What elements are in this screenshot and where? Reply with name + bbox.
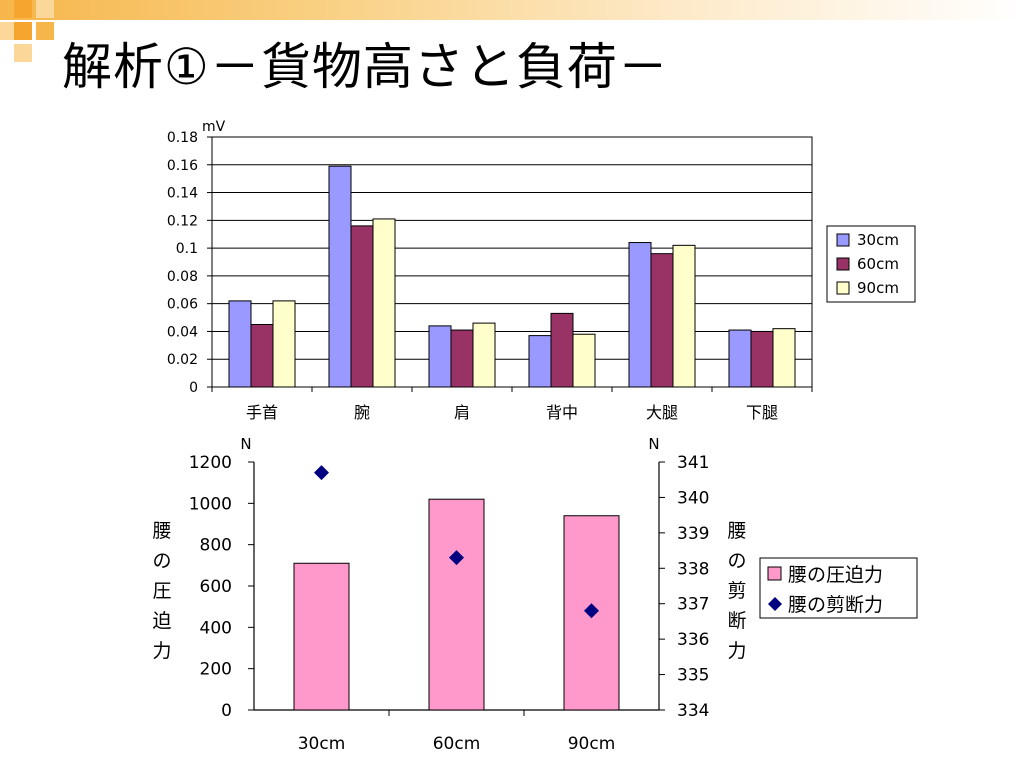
bar [472, 322, 496, 388]
left-unit-label: N [240, 435, 251, 453]
x-tick-label: 90cm [568, 734, 616, 754]
scatter-point [584, 603, 599, 619]
x-tick-label: 60cm [433, 734, 481, 754]
legend-swatch [767, 566, 782, 581]
y-tick-label: 0 [189, 380, 198, 396]
legend-label: 30cm [857, 231, 899, 249]
scatter-point [314, 465, 329, 481]
y-tick-label: 0.06 [167, 297, 198, 313]
legend-swatch [836, 281, 850, 295]
y-tick-label: 0.04 [167, 324, 198, 340]
y-tick-label: 0.1 [176, 241, 198, 257]
right-tick-label: 334 [677, 701, 709, 721]
decor-square [36, 22, 54, 40]
right-tick-label: 337 [677, 595, 709, 615]
decor-square [14, 22, 32, 40]
right-tick-label: 339 [677, 524, 709, 544]
right-axis-title: 腰の剪断力 [727, 520, 746, 662]
y-tick-label: 0.18 [167, 130, 198, 146]
legend-marker [768, 597, 782, 611]
legend-label: 腰の剪断力 [788, 594, 883, 616]
bar [672, 244, 696, 388]
y-tick-label: 0.16 [167, 158, 198, 174]
left-tick-label: 0 [221, 701, 232, 721]
legend-label: 90cm [857, 279, 899, 297]
y-tick-label: 0.14 [167, 186, 198, 202]
bar [428, 498, 485, 711]
left-tick-label: 1200 [189, 453, 232, 473]
legend-swatch [836, 257, 850, 271]
bar [772, 328, 796, 388]
x-tick-label: 下腿 [746, 403, 778, 422]
left-axis-title: 腰の圧迫力 [152, 520, 171, 662]
right-tick-label: 338 [677, 559, 709, 579]
top-gradient-band [0, 0, 1024, 20]
left-tick-label: 800 [200, 536, 232, 556]
legend-swatch [836, 233, 850, 247]
x-tick-label: 背中 [546, 403, 578, 422]
x-tick-label: 手首 [246, 403, 278, 422]
x-tick-label: 肩 [454, 403, 470, 422]
decor-square [14, 0, 32, 18]
decor-square [14, 44, 32, 62]
right-tick-label: 340 [677, 488, 709, 508]
legend-label: 腰の圧迫力 [788, 564, 883, 586]
bar [293, 562, 350, 711]
left-tick-label: 1000 [189, 494, 232, 514]
scatter-point [449, 550, 464, 566]
legend-label: 60cm [857, 255, 899, 273]
x-tick-label: 30cm [298, 734, 346, 754]
left-tick-label: 600 [200, 577, 232, 597]
bar [272, 300, 296, 388]
left-tick-label: 200 [200, 660, 232, 680]
right-tick-label: 335 [677, 666, 709, 686]
legend-box [759, 557, 918, 619]
bar [572, 333, 596, 388]
x-tick-label: 大腿 [646, 403, 678, 422]
slide-title: 解析①－貨物高さと負荷－ [62, 38, 669, 96]
decor-square [36, 0, 54, 18]
y-tick-label: 0.02 [167, 352, 198, 368]
y-tick-label: 0.12 [167, 213, 198, 229]
bar [372, 218, 396, 388]
right-unit-label: N [648, 435, 659, 453]
left-tick-label: 400 [200, 618, 232, 638]
y-tick-label: 0.08 [167, 269, 198, 285]
decor-square [0, 22, 18, 40]
y-unit-label: mV [202, 119, 226, 135]
x-tick-label: 腕 [354, 403, 370, 422]
right-tick-label: 336 [677, 630, 709, 650]
right-tick-label: 341 [677, 453, 709, 473]
